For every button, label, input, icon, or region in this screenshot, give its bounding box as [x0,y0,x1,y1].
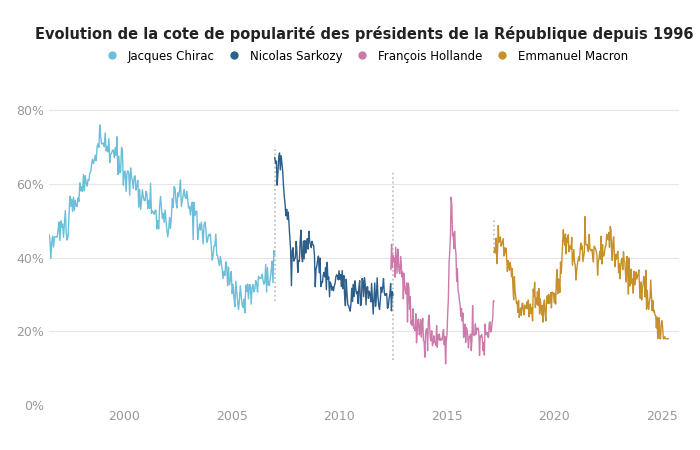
Legend: Jacques Chirac, Nicolas Sarkozy, François Hollande, Emmanuel Macron: Jacques Chirac, Nicolas Sarkozy, Françoi… [96,45,632,67]
Title: Evolution de la cote de popularité des présidents de la République depuis 1996: Evolution de la cote de popularité des p… [35,27,693,42]
